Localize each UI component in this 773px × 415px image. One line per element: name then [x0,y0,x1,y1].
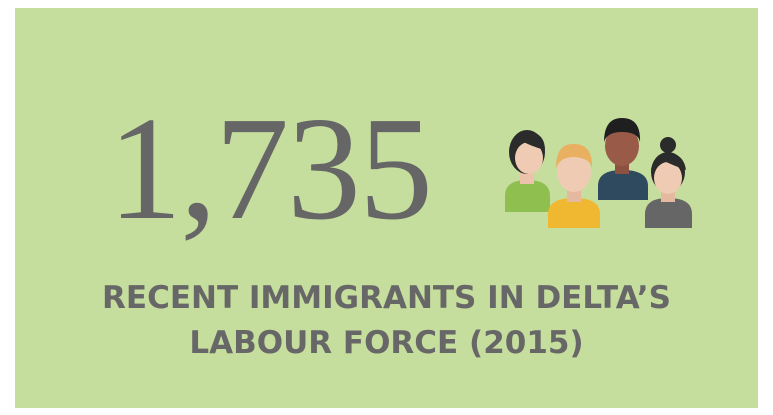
caption-line: LABOUR FORCE (2015) [189,325,584,361]
person [505,130,550,212]
caption-line: RECENT IMMIGRANTS IN DELTA’S [102,280,671,316]
panel [15,8,758,408]
stat-number: 1,735 [108,87,433,251]
person [598,118,648,200]
person [645,137,692,228]
person [548,143,600,228]
